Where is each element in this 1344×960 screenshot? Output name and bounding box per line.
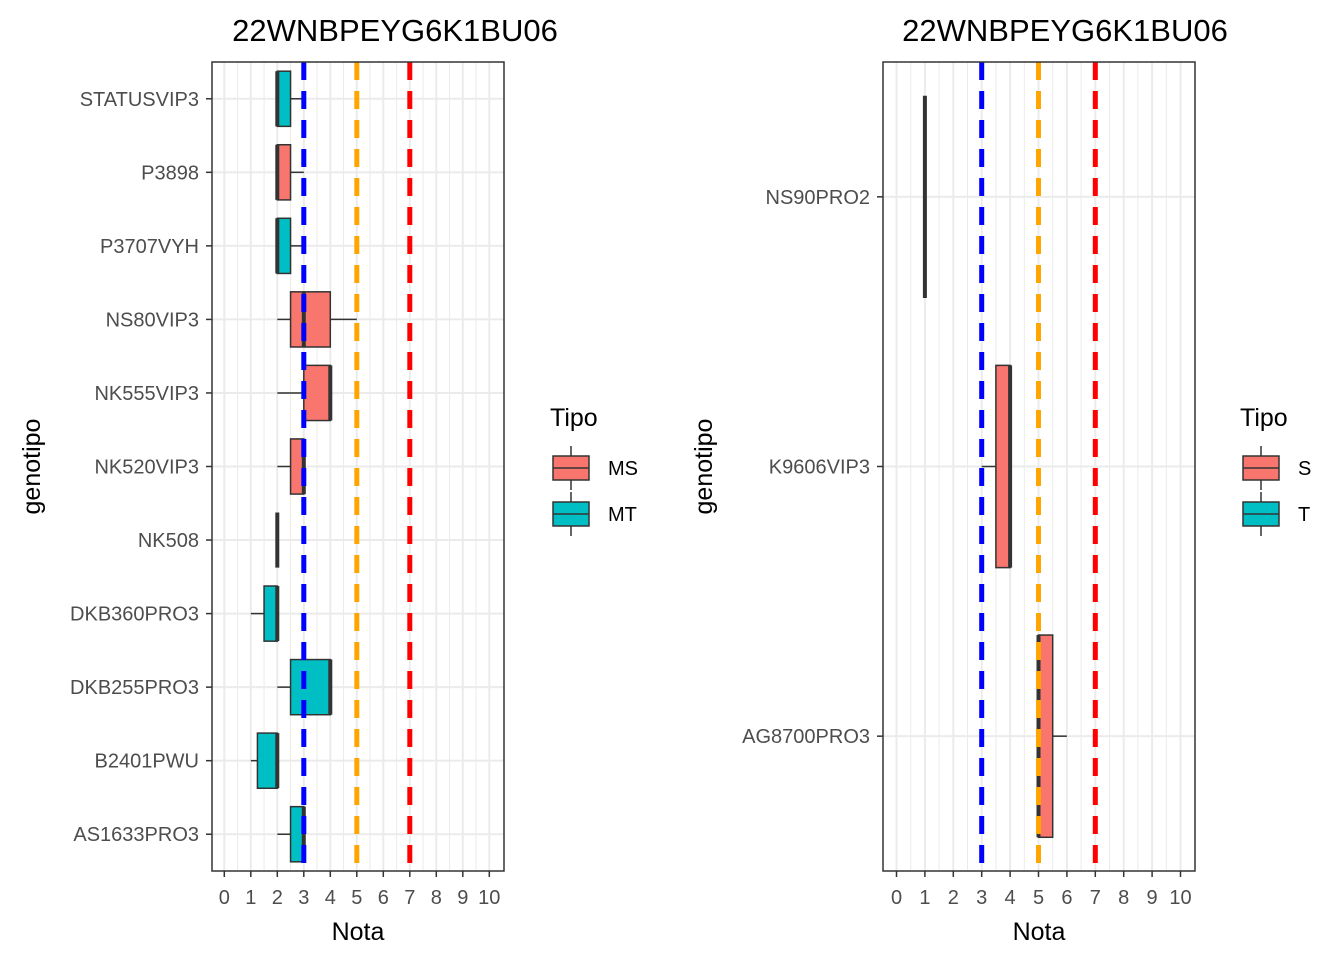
- y-tick-label: NS80VIP3: [106, 309, 199, 331]
- box-body: [256, 732, 279, 790]
- box-statusvip3: [275, 70, 304, 128]
- x-tick-label: 5: [351, 887, 362, 909]
- legend: Tipo MS MT: [550, 404, 638, 536]
- y-tick-label: NK520VIP3: [94, 457, 199, 479]
- legend-key-ms: [552, 446, 590, 490]
- box-p3898: [275, 143, 304, 201]
- y-tick-label: AG8700PRO3: [742, 726, 870, 748]
- y-axis-label: genotipo: [690, 419, 718, 515]
- y-tick-label: DKB255PRO3: [70, 677, 199, 699]
- box-dkb255pro3: [277, 658, 333, 716]
- x-tick-label: 6: [1061, 887, 1072, 909]
- legend-label: MT: [608, 504, 637, 526]
- x-tick-label: 0: [891, 887, 902, 909]
- y-tick-label: B2401PWU: [95, 751, 200, 773]
- legend-key-t: [1242, 492, 1280, 536]
- x-axis-label: Nota: [332, 918, 385, 946]
- box-b2401pwu: [250, 732, 280, 790]
- y-tick-label: DKB360PRO3: [70, 604, 199, 626]
- legend-label: T: [1298, 504, 1310, 526]
- legend-title: Tipo: [1240, 404, 1288, 432]
- y-tick-label: K9606VIP3: [769, 457, 870, 479]
- legend-key-s: [1242, 446, 1280, 490]
- y-tick-label: NK555VIP3: [94, 383, 199, 405]
- y-tick-label: P3898: [141, 162, 199, 184]
- x-tick-label: 6: [378, 887, 389, 909]
- box-body: [289, 658, 332, 716]
- legend: Tipo S T: [1240, 404, 1311, 536]
- x-tick-label: 4: [1005, 887, 1016, 909]
- x-axis-label: Nota: [1013, 918, 1066, 946]
- box-dkb360pro3: [250, 585, 280, 642]
- box-body: [995, 364, 1011, 569]
- x-tick-label: 1: [245, 887, 256, 909]
- x-tick-label: 3: [298, 887, 309, 909]
- panel-2: NS90PRO2 K9606VIP3 AG8700PRO3 0 1 2 3 4 5 6 7 8 9 10 2…: [690, 13, 1311, 946]
- legend-key-mt: [552, 492, 590, 536]
- chart-title: 22WNBPEYG6K1BU06: [232, 13, 558, 48]
- box-nk555vip3: [277, 364, 333, 422]
- x-tick-label: 9: [1147, 887, 1158, 909]
- y-tick-label: STATUSVIP3: [80, 89, 199, 111]
- legend-label: S: [1298, 458, 1311, 480]
- x-tick-label: 4: [325, 887, 336, 909]
- box-k9606vip3: [981, 364, 1013, 569]
- x-tick-label: 0: [219, 887, 230, 909]
- x-tick-label: 10: [478, 887, 500, 909]
- x-tick-label: 3: [976, 887, 987, 909]
- x-tick-label: 8: [431, 887, 442, 909]
- box-body: [303, 364, 332, 422]
- legend-label: MS: [608, 458, 638, 480]
- x-tick-label: 2: [948, 887, 959, 909]
- x-tick-label: 2: [272, 887, 283, 909]
- y-axis-label: genotipo: [18, 419, 46, 515]
- x-tick-label: 8: [1118, 887, 1129, 909]
- y-tick-label: NK508: [138, 530, 199, 552]
- x-tick-label: 1: [919, 887, 930, 909]
- legend-title: Tipo: [550, 404, 598, 432]
- y-tick-label: NS90PRO2: [766, 187, 871, 209]
- x-tick-label: 10: [1169, 887, 1191, 909]
- panel-1: STATUSVIP3 P3898 P3707VYH NS80VIP3 NK555VIP3…: [18, 13, 638, 946]
- y-tick-label: P3707VYH: [100, 236, 199, 258]
- x-tick-label: 7: [404, 887, 415, 909]
- x-tick-label: 7: [1090, 887, 1101, 909]
- x-tick-label: 9: [457, 887, 468, 909]
- box-body: [289, 291, 332, 348]
- box-p3707vyh: [275, 217, 304, 275]
- chart-title: 22WNBPEYG6K1BU06: [902, 13, 1228, 48]
- y-tick-label: AS1633PRO3: [73, 824, 199, 846]
- x-tick-label: 5: [1033, 887, 1044, 909]
